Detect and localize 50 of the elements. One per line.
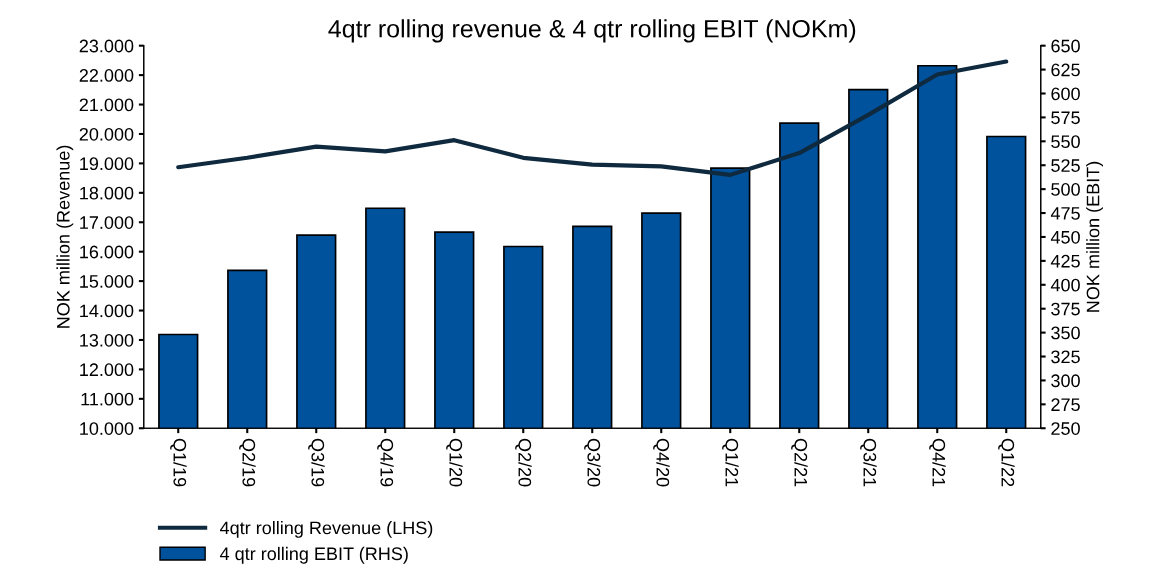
y2-axis-title: NOK million (EBIT) — [1086, 161, 1103, 312]
y2-tick-label: 300 — [1051, 374, 1080, 388]
x-tick-label: Q4/20 — [653, 438, 670, 487]
y2-tick-label: 625 — [1051, 63, 1080, 77]
y-tick-label: 22.000 — [79, 69, 134, 82]
x-tick-label: Q1/21 — [722, 438, 739, 487]
y2-tick-label: 400 — [1050, 278, 1080, 292]
y2-tick-label: 375 — [1051, 302, 1080, 316]
x-tick-label: Q1/20 — [446, 438, 463, 487]
y2-tick-label: 425 — [1050, 254, 1080, 268]
y-tick-label: 18.000 — [80, 186, 134, 200]
y2-tick-label: 275 — [1051, 398, 1080, 412]
y-tick-label: 11.000 — [81, 392, 134, 406]
legend-label: 4qtr rolling Revenue (LHS) — [220, 521, 433, 538]
y-tick-label: 19.000 — [80, 157, 134, 171]
x-tick-label: Q2/19 — [239, 438, 256, 487]
x-tick-label: Q3/20 — [584, 438, 601, 487]
y-tick-label: 21.000 — [79, 98, 134, 112]
x-tick-label: Q4/21 — [929, 438, 946, 487]
y-axis-title: NOK million (Revenue) — [56, 145, 74, 328]
x-tick-label: Q3/21 — [860, 438, 877, 487]
y2-tick-label: 600 — [1051, 87, 1080, 101]
y2-tick-label: 325 — [1051, 350, 1080, 364]
y2-tick-label: 500 — [1051, 183, 1080, 196]
y-tick-label: 16.000 — [80, 245, 134, 259]
y-tick-label: 10.000 — [80, 422, 134, 435]
y2-tick-label: 650 — [1051, 39, 1080, 53]
legend-label: 4 qtr rolling EBIT (RHS) — [220, 546, 408, 564]
y-tick-label: 13.000 — [80, 333, 134, 347]
x-tick-label: Q3/19 — [308, 438, 325, 487]
y-tick-label: 17.000 — [80, 216, 134, 229]
x-tick-label: Q2/20 — [515, 438, 532, 487]
y-tick-label: 12.000 — [80, 363, 134, 377]
y2-tick-label: 350 — [1051, 326, 1080, 340]
x-tick-label: Q2/21 — [791, 438, 808, 487]
y2-tick-label: 250 — [1051, 422, 1080, 435]
chart-title: 4qtr rolling revenue & 4 qtr rolling EBIT (NOKm) — [328, 19, 856, 43]
y-tick-label: 23.000 — [79, 39, 134, 53]
y-tick-label: 14.000 — [80, 304, 134, 318]
y2-tick-label: 475 — [1050, 207, 1080, 220]
x-tick-label: Q1/19 — [170, 438, 187, 487]
x-tick-label: Q1/22 — [998, 438, 1015, 487]
y2-tick-label: 525 — [1051, 159, 1080, 172]
y2-tick-label: 550 — [1051, 135, 1080, 149]
x-tick-label: Q4/19 — [377, 438, 394, 487]
y2-tick-label: 450 — [1050, 230, 1080, 244]
line-series — [176, 59, 1009, 177]
y-tick-label: 15.000 — [80, 275, 134, 288]
y2-tick-label: 575 — [1051, 111, 1080, 125]
y-tick-label: 20.000 — [79, 127, 134, 141]
